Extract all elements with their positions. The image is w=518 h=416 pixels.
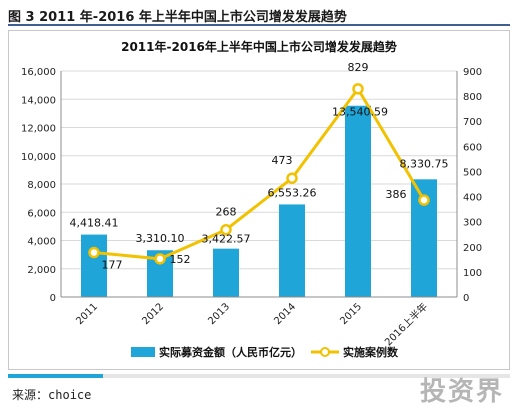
x-tick-label: 2013 (206, 301, 232, 327)
chart-title: 2011年-2016年上半年中国上市公司增发发展趋势 (121, 39, 397, 54)
grid-lines (61, 70, 457, 270)
source-label: 来源： (12, 388, 49, 402)
y-right-tick-label: 900 (463, 67, 482, 78)
watermark-logo: 投资界 (419, 377, 504, 407)
bar-data-label: 3,422.57 (202, 233, 251, 246)
y-left-tick-label: 16,000 (21, 67, 56, 78)
line-data-label: 177 (102, 259, 123, 272)
bar-data-label: 3,310.10 (136, 232, 185, 245)
source-note: 来源：choice (12, 386, 91, 403)
chart-container: 0 2,000 4,000 6,000 8,000 10,000 12,000 14,000 1… (8, 30, 510, 370)
x-tick-label: 2016上半年 (382, 300, 430, 348)
line-data-label: 829 (348, 61, 369, 74)
bar (279, 204, 305, 297)
figure-title: 图 3 2011 年-2016 年上半年中国上市公司增发发展趋势 (8, 10, 347, 25)
y-right-tick-label: 600 (463, 142, 482, 153)
chart-svg: 0 2,000 4,000 6,000 8,000 10,000 12,000 14,000 1… (21, 39, 482, 359)
y-left-tick-label: 8,000 (27, 180, 56, 191)
bar (345, 105, 371, 297)
y-right-tick-label: 500 (463, 167, 482, 178)
y-right-tick-label: 400 (463, 193, 482, 204)
y-left-tick-label: 4,000 (27, 237, 56, 248)
bar-data-label: 4,418.41 (70, 217, 119, 230)
line-point (154, 253, 166, 265)
line-data-label: 473 (272, 154, 293, 167)
line-data-label: 386 (386, 188, 407, 201)
title-divider (8, 24, 510, 26)
legend-line-marker (320, 347, 330, 357)
bottom-strip (8, 374, 510, 378)
y-right-tick-label: 100 (463, 268, 482, 279)
bottom-strip-accent (8, 374, 103, 378)
line-point (220, 223, 232, 236)
x-tick-label: 2015 (338, 301, 364, 327)
bar (81, 234, 107, 297)
line-point (418, 194, 430, 206)
line-data-label: 152 (170, 253, 191, 266)
bar (213, 248, 239, 297)
y-left-tick-label: 10,000 (21, 152, 56, 163)
y-right-tick-label: 300 (463, 218, 482, 229)
legend-bar-label: 实际募资金额（人民币亿元） (159, 345, 302, 359)
line-point (88, 246, 100, 259)
y-left-tick-label: 14,000 (21, 95, 56, 106)
y-right-tick-label: 200 (463, 243, 482, 254)
source-value: choice (48, 388, 92, 402)
x-tick-label: 2012 (140, 301, 166, 327)
line-point (286, 172, 298, 184)
y-right-tick-label: 0 (463, 293, 469, 304)
y-right-tick-label: 800 (463, 92, 482, 103)
bar-data-label: 6,553.26 (268, 186, 317, 199)
x-tick-label: 2014 (272, 301, 298, 327)
legend: 实际募资金额（人民币亿元） 实施案例数 (131, 345, 399, 359)
line-data-label: 268 (216, 206, 237, 219)
y-right-tick-label: 700 (463, 117, 482, 128)
x-tick-label: 2011 (74, 301, 100, 327)
bar-data-label: 8,330.75 (400, 157, 449, 170)
line-path (93, 87, 426, 261)
y-left-tick-label: 2,000 (27, 265, 56, 276)
legend-bar-swatch (131, 347, 155, 357)
y-left-tick-label: 12,000 (21, 124, 56, 135)
line-series (88, 83, 430, 265)
legend-line-label: 实施案例数 (343, 345, 399, 359)
bar-data-label: 13,540.59 (332, 106, 388, 119)
line-point (352, 83, 364, 95)
y-left-tick-label: 0 (50, 293, 56, 304)
y-left-tick-label: 6,000 (27, 208, 56, 219)
